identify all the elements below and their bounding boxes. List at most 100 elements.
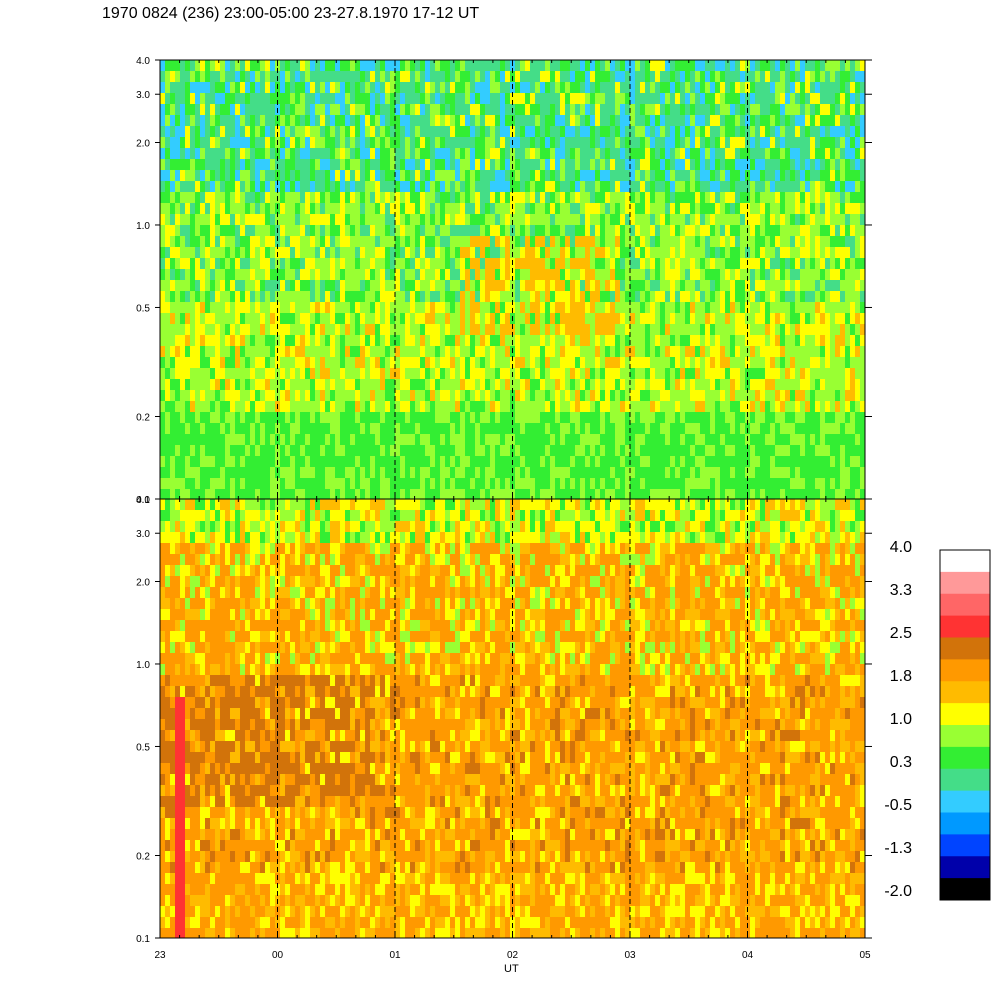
heatmap-cell <box>775 192 780 203</box>
heatmap-cell <box>285 192 290 203</box>
heatmap-cell <box>525 489 530 499</box>
heatmap-cell <box>165 324 170 335</box>
heatmap-cell <box>710 412 715 423</box>
heatmap-cell <box>685 357 690 368</box>
heatmap-cell <box>695 82 700 93</box>
heatmap-cell <box>225 126 230 137</box>
heatmap-cell <box>780 379 785 390</box>
heatmap-cell <box>350 258 355 269</box>
heatmap-cell <box>645 104 650 115</box>
heatmap-cell <box>330 346 335 357</box>
heatmap-cell <box>465 82 470 93</box>
heatmap-cell <box>445 368 450 379</box>
heatmap-cell <box>560 137 565 148</box>
heatmap-cell <box>710 60 715 71</box>
heatmap-cell <box>660 423 665 434</box>
heatmap-cell <box>550 236 555 247</box>
heatmap-cell <box>565 412 570 423</box>
heatmap-cell <box>270 346 275 357</box>
heatmap-cell <box>330 313 335 324</box>
heatmap-cell <box>690 346 695 357</box>
heatmap-cell <box>655 467 660 478</box>
heatmap-cell <box>365 115 370 126</box>
heatmap-cell <box>185 148 190 159</box>
heatmap-cell <box>465 489 470 499</box>
heatmap-cell <box>635 456 640 467</box>
heatmap-cell <box>265 412 270 423</box>
heatmap-cell <box>285 82 290 93</box>
heatmap-cell <box>530 82 535 93</box>
heatmap-cell <box>315 313 320 324</box>
heatmap-cell <box>700 203 705 214</box>
heatmap-cell <box>740 71 745 82</box>
heatmap-cell <box>210 478 215 489</box>
heatmap-cell <box>265 225 270 236</box>
heatmap-cell <box>260 456 265 467</box>
heatmap-cell <box>400 159 405 170</box>
heatmap-cell <box>680 434 685 445</box>
heatmap-cell <box>330 401 335 412</box>
heatmap-cell <box>515 346 520 357</box>
heatmap-cell <box>535 401 540 412</box>
heatmap-cell <box>170 269 175 280</box>
heatmap-cell <box>735 181 740 192</box>
heatmap-cell <box>350 489 355 499</box>
heatmap-cell <box>340 126 345 137</box>
heatmap-cell <box>570 192 575 203</box>
heatmap-cell <box>670 82 675 93</box>
heatmap-cell <box>625 225 630 236</box>
heatmap-cell <box>190 192 195 203</box>
heatmap-cell <box>390 478 395 489</box>
heatmap-cell <box>175 478 180 489</box>
heatmap-cell <box>640 170 645 181</box>
heatmap-cell <box>285 434 290 445</box>
heatmap-cell <box>585 291 590 302</box>
heatmap-cell <box>535 214 540 225</box>
heatmap-cell <box>280 379 285 390</box>
heatmap-cell <box>610 258 615 269</box>
heatmap-cell <box>505 258 510 269</box>
heatmap-cell <box>570 357 575 368</box>
heatmap-cell <box>705 434 710 445</box>
heatmap-cell <box>475 137 480 148</box>
heatmap-cell <box>725 236 730 247</box>
heatmap-cell <box>315 401 320 412</box>
heatmap-cell <box>725 434 730 445</box>
heatmap-cell <box>740 247 745 258</box>
heatmap-cell <box>635 60 640 71</box>
heatmap-cell <box>620 324 625 335</box>
heatmap-cell <box>685 456 690 467</box>
heatmap-cell <box>475 269 480 280</box>
heatmap-cell <box>160 368 165 379</box>
heatmap-cell <box>555 456 560 467</box>
heatmap-cell <box>585 214 590 225</box>
heatmap-cell <box>555 115 560 126</box>
heatmap-cell <box>330 379 335 390</box>
heatmap-cell <box>590 60 595 71</box>
heatmap-cell <box>385 82 390 93</box>
heatmap-cell <box>295 236 300 247</box>
heatmap-cell <box>680 456 685 467</box>
heatmap-cell <box>560 335 565 346</box>
heatmap-cell <box>495 412 500 423</box>
heatmap-cell <box>750 324 755 335</box>
heatmap-cell <box>540 60 545 71</box>
heatmap-cell <box>665 445 670 456</box>
heatmap-cell <box>660 181 665 192</box>
heatmap-cell <box>680 93 685 104</box>
heatmap-cell <box>465 93 470 104</box>
heatmap-cell <box>200 324 205 335</box>
heatmap-cell <box>715 192 720 203</box>
heatmap-cell <box>610 456 615 467</box>
heatmap-cell <box>610 489 615 499</box>
heatmap-cell <box>775 60 780 71</box>
heatmap-cell <box>320 236 325 247</box>
heatmap-cell <box>445 302 450 313</box>
heatmap-cell <box>475 379 480 390</box>
heatmap-cell <box>545 159 550 170</box>
heatmap-cell <box>245 236 250 247</box>
heatmap-cell <box>315 467 320 478</box>
heatmap-cell <box>715 335 720 346</box>
heatmap-cell <box>755 368 760 379</box>
heatmap-cell <box>715 137 720 148</box>
